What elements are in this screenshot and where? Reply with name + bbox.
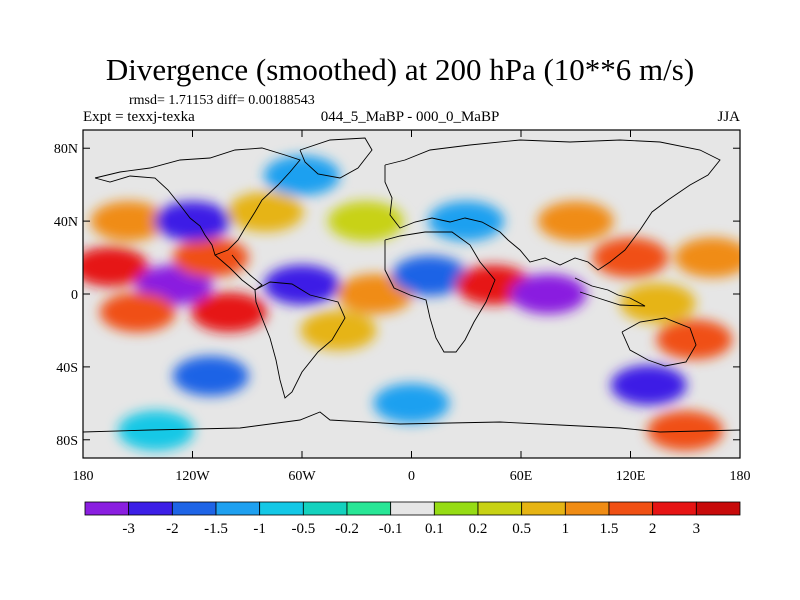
field-region-11 bbox=[327, 201, 404, 242]
colorbar-swatch bbox=[259, 501, 304, 516]
experiment-label: Expt = texxj-texka bbox=[83, 109, 195, 125]
colorbar-swatch bbox=[477, 501, 523, 516]
colorbar-swatch bbox=[608, 501, 654, 516]
x-tick-label: 60W bbox=[288, 469, 316, 484]
colorbar-label: -0.1 bbox=[379, 521, 403, 537]
x-tick-label: 120W bbox=[175, 469, 210, 484]
field-region-9 bbox=[264, 264, 340, 305]
colorbar-label: -0.2 bbox=[335, 521, 359, 537]
field-region-18 bbox=[592, 237, 669, 278]
field-region-8 bbox=[264, 155, 340, 196]
colorbar-swatch bbox=[84, 501, 130, 516]
y-tick-label: 80S bbox=[56, 434, 78, 449]
colorbar-label: -0.5 bbox=[291, 521, 315, 537]
plot-area bbox=[82, 129, 741, 459]
y-axis: 80N 40N 0 40S 80S bbox=[54, 142, 740, 449]
field-region-19 bbox=[619, 283, 696, 324]
field-region-25 bbox=[118, 410, 194, 451]
x-tick-label: 0 bbox=[408, 469, 415, 484]
field-region-23 bbox=[172, 356, 249, 396]
colorbar-label: 0.1 bbox=[425, 521, 444, 537]
season-label: JJA bbox=[717, 109, 740, 125]
colorbar: -3 -2 -1.5 -1 -0.5 -0.2 -0.1 0.1 0.2 0.5 1 1.5 2 3 bbox=[84, 501, 741, 537]
field-region-5 bbox=[191, 292, 267, 333]
field-region-14 bbox=[428, 201, 505, 242]
y-tick-label: 0 bbox=[71, 288, 78, 303]
field-region-24 bbox=[373, 383, 450, 424]
field-region-16 bbox=[510, 274, 587, 314]
coastline-central-america bbox=[214, 254, 263, 291]
colorbar-label: 1.5 bbox=[600, 521, 619, 537]
field-region-7 bbox=[227, 192, 304, 232]
colorbar-label: 0.2 bbox=[469, 521, 488, 537]
field-region-26 bbox=[647, 410, 724, 451]
divergence-field bbox=[83, 155, 740, 451]
y-tick-label: 40S bbox=[56, 361, 78, 376]
field-region-0 bbox=[90, 201, 167, 242]
x-tick-label: 60E bbox=[510, 469, 533, 484]
stats-text: rmsd= 1.71153 diff= 0.00188543 bbox=[129, 93, 315, 108]
colorbar-label: -2 bbox=[166, 521, 179, 537]
coastlines bbox=[83, 137, 740, 433]
coastline-africa bbox=[384, 231, 496, 353]
coastline-greenland bbox=[299, 137, 373, 179]
y-tick-label: 80N bbox=[54, 142, 78, 157]
coastline-south-america bbox=[254, 281, 346, 399]
field-region-17 bbox=[537, 201, 614, 242]
colorbar-label: -1.5 bbox=[204, 521, 228, 537]
field-region-1 bbox=[83, 246, 149, 287]
colorbar-label: -1 bbox=[253, 521, 266, 537]
field-region-20 bbox=[674, 237, 740, 278]
colorbar-label: 3 bbox=[693, 521, 701, 537]
colorbar-label: 1 bbox=[562, 521, 570, 537]
coastline-maritime bbox=[574, 277, 646, 307]
field-region-13 bbox=[391, 255, 468, 296]
colorbar-label: 0.5 bbox=[512, 521, 531, 537]
coastline-australia bbox=[621, 317, 697, 367]
x-axis: 180 120W 60W 0 60E 120E 180 bbox=[73, 130, 751, 484]
x-tick-label: 180 bbox=[730, 469, 751, 484]
colorbar-swatch bbox=[128, 501, 173, 516]
x-tick-label: 180 bbox=[73, 469, 94, 484]
colorbar-label: 2 bbox=[649, 521, 657, 537]
field-region-3 bbox=[99, 292, 176, 333]
coastline-antarctica bbox=[83, 411, 740, 433]
field-region-22 bbox=[610, 365, 687, 406]
x-tick-label: 120E bbox=[616, 469, 646, 484]
colorbar-swatch bbox=[695, 501, 741, 516]
y-tick-label: 40N bbox=[54, 215, 78, 230]
colorbar-swatch bbox=[390, 501, 435, 516]
period-label: 044_5_MaBP - 000_0_MaBP bbox=[320, 109, 500, 125]
colorbar-swatch bbox=[564, 501, 610, 516]
colorbar-swatch bbox=[302, 501, 348, 516]
field-region-12 bbox=[337, 274, 413, 314]
field-region-10 bbox=[300, 310, 377, 351]
colorbar-label: -3 bbox=[122, 521, 135, 537]
coastline-europe-asia bbox=[384, 139, 721, 271]
colorbar-swatch bbox=[433, 501, 479, 516]
colorbar-swatch bbox=[521, 501, 566, 516]
colorbar-swatch bbox=[652, 501, 697, 516]
chart-title: Divergence (smoothed) at 200 hPa (10**6 … bbox=[105, 52, 695, 87]
colorbar-swatch bbox=[215, 501, 261, 516]
field-region-6 bbox=[154, 201, 231, 242]
coastline-north-america bbox=[94, 147, 301, 256]
colorbar-swatch bbox=[171, 501, 217, 516]
colorbar-swatch bbox=[346, 501, 392, 516]
